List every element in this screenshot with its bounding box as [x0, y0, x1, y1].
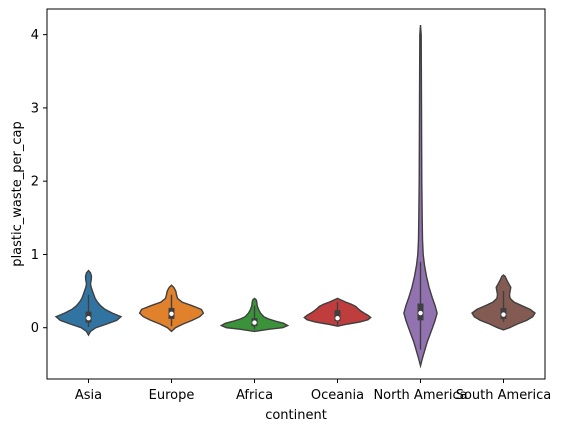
x-axis-label: continent [265, 408, 327, 423]
median-point-europe [169, 311, 174, 316]
x-tick-label: Asia [75, 388, 102, 403]
median-point-asia [86, 315, 91, 321]
violin-north-america [403, 25, 438, 369]
x-tick-label: Oceania [311, 388, 364, 403]
y-tick-label: 0 [31, 321, 39, 336]
median-point-south-america [501, 312, 506, 317]
y-tick-label: 4 [31, 28, 39, 43]
x-tick-label: Europe [149, 388, 195, 403]
x-tick-label: South America [456, 388, 552, 403]
y-axis: 0 1 2 3 4 [31, 28, 47, 336]
x-axis: Asia Europe Africa Oceania North AmericaSout… [75, 379, 551, 403]
y-axis-label: plastic_waste_per_cap [10, 121, 25, 266]
x-tick-label: Africa [236, 388, 273, 403]
median-point-oceania [335, 315, 340, 321]
median-point-africa [252, 320, 257, 325]
plot-frame [46, 8, 546, 380]
y-tick-label: 2 [31, 175, 39, 190]
y-tick-label: 1 [31, 248, 39, 263]
y-tick-label: 3 [31, 101, 39, 116]
x-tick-label: North America [373, 388, 467, 403]
iqr-box-oceania [334, 310, 341, 322]
plot-area [54, 25, 536, 369]
median-point-north-america [418, 310, 423, 316]
